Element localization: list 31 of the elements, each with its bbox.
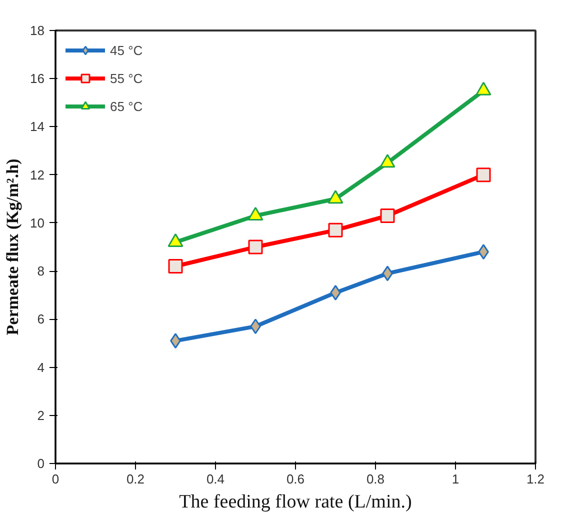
x-tick-label: 0 <box>52 472 60 486</box>
x-tick-label: 0.4 <box>206 472 225 486</box>
x-axis-title: The feeding flow rate (L/min.) <box>179 492 412 512</box>
point <box>476 82 492 96</box>
x-tick-label: 1 <box>452 472 460 486</box>
point <box>380 208 395 223</box>
point <box>380 154 396 168</box>
y-tick-label: 4 <box>37 360 45 375</box>
point <box>476 168 491 182</box>
y-tick-label: 16 <box>30 71 45 86</box>
y-tick-label: 14 <box>30 119 45 134</box>
legend-label: 45 °C <box>110 42 143 58</box>
y-tick-label: 2 <box>37 408 45 423</box>
point <box>328 222 343 238</box>
y-tick-label: 0 <box>37 456 45 471</box>
point <box>168 258 183 274</box>
y-tick-label: 12 <box>30 167 45 182</box>
x-tick-label: 0.8 <box>366 472 385 486</box>
y-tick-label: 6 <box>37 312 45 327</box>
point <box>248 206 264 221</box>
y-tick-label: 10 <box>30 215 45 230</box>
x-tick-label: 1.2 <box>526 472 545 486</box>
point <box>248 240 263 254</box>
y-tick-label: 8 <box>37 264 45 279</box>
point <box>328 190 344 204</box>
y-axis-title: Permeate flux (Kg/m².h) <box>3 158 22 336</box>
legend-label: 65 °C <box>110 98 143 114</box>
legend-label: 55 °C <box>110 70 143 86</box>
x-tick-label: 0.2 <box>126 472 145 486</box>
x-tick-label: 0.6 <box>286 472 305 486</box>
y-tick-label: 18 <box>30 23 45 38</box>
